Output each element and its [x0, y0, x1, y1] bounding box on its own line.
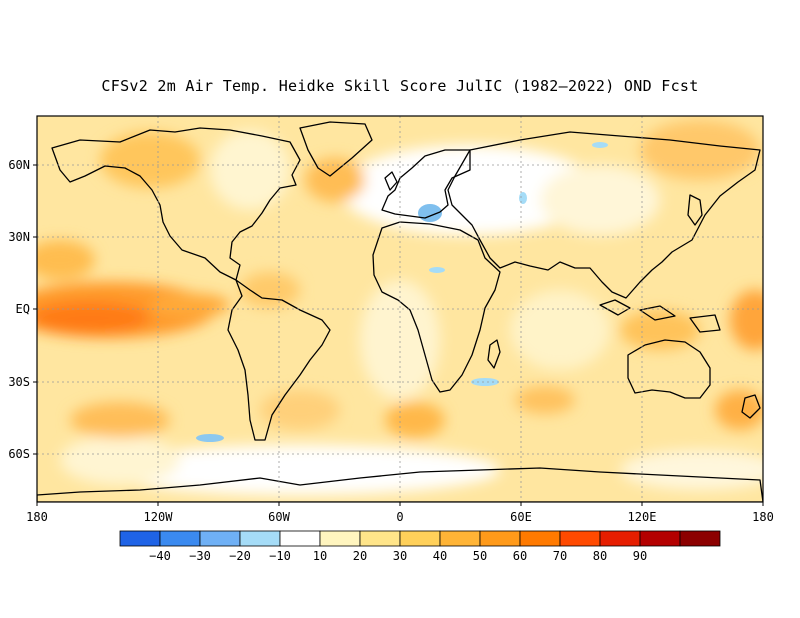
colorbar-label: 70 [553, 549, 567, 563]
colorbar-swatch [519, 530, 561, 547]
lon-label-120w: 120W [144, 510, 174, 524]
graticule [37, 116, 763, 502]
colorbar-label: 90 [633, 549, 647, 563]
colorbar-swatch [359, 530, 401, 547]
lon-label-0: 0 [396, 510, 403, 524]
colorbar-swatch [559, 530, 601, 547]
lat-label-30s: 30S [8, 375, 30, 389]
colorbar-label: 50 [473, 549, 487, 563]
colorbar-label: 20 [353, 549, 367, 563]
colorbar: −40 −30 −20 −10 10 20 30 40 50 60 70 80 90 [119, 530, 721, 563]
lon-label-120e: 120E [628, 510, 657, 524]
colorbar-label: −30 [189, 549, 211, 563]
colorbar-label: −20 [229, 549, 251, 563]
colorbar-label: −40 [149, 549, 171, 563]
lat-label-30n: 30N [8, 230, 30, 244]
colorbar-swatch [439, 530, 481, 547]
colorbar-swatch [639, 530, 681, 547]
colorbar-label: 80 [593, 549, 607, 563]
colorbar-swatch [119, 530, 161, 547]
lon-label-180e: 180 [752, 510, 774, 524]
colorbar-swatch [159, 530, 201, 547]
colorbar-label: 60 [513, 549, 527, 563]
colorbar-swatch [399, 530, 441, 547]
colorbar-swatch [239, 530, 281, 547]
lat-label-eq: EQ [16, 302, 30, 316]
colorbar-swatch [679, 530, 721, 547]
colorbar-label: −10 [269, 549, 291, 563]
lon-label-60e: 60E [510, 510, 532, 524]
colorbar-swatch [599, 530, 641, 547]
colorbar-swatch [319, 530, 361, 547]
colorbar-swatch [199, 530, 241, 547]
lat-label-60s: 60S [8, 447, 30, 461]
colorbar-label: 30 [393, 549, 407, 563]
lon-label-180w: 180 [26, 510, 48, 524]
colorbar-swatch [279, 530, 321, 547]
colorbar-swatch [479, 530, 521, 547]
colorbar-label: 10 [313, 549, 327, 563]
lon-label-60w: 60W [268, 510, 290, 524]
lat-label-60n: 60N [8, 158, 30, 172]
colorbar-label: 40 [433, 549, 447, 563]
map-title: CFSv2 2m Air Temp. Heidke Skill Score Ju… [101, 77, 699, 95]
